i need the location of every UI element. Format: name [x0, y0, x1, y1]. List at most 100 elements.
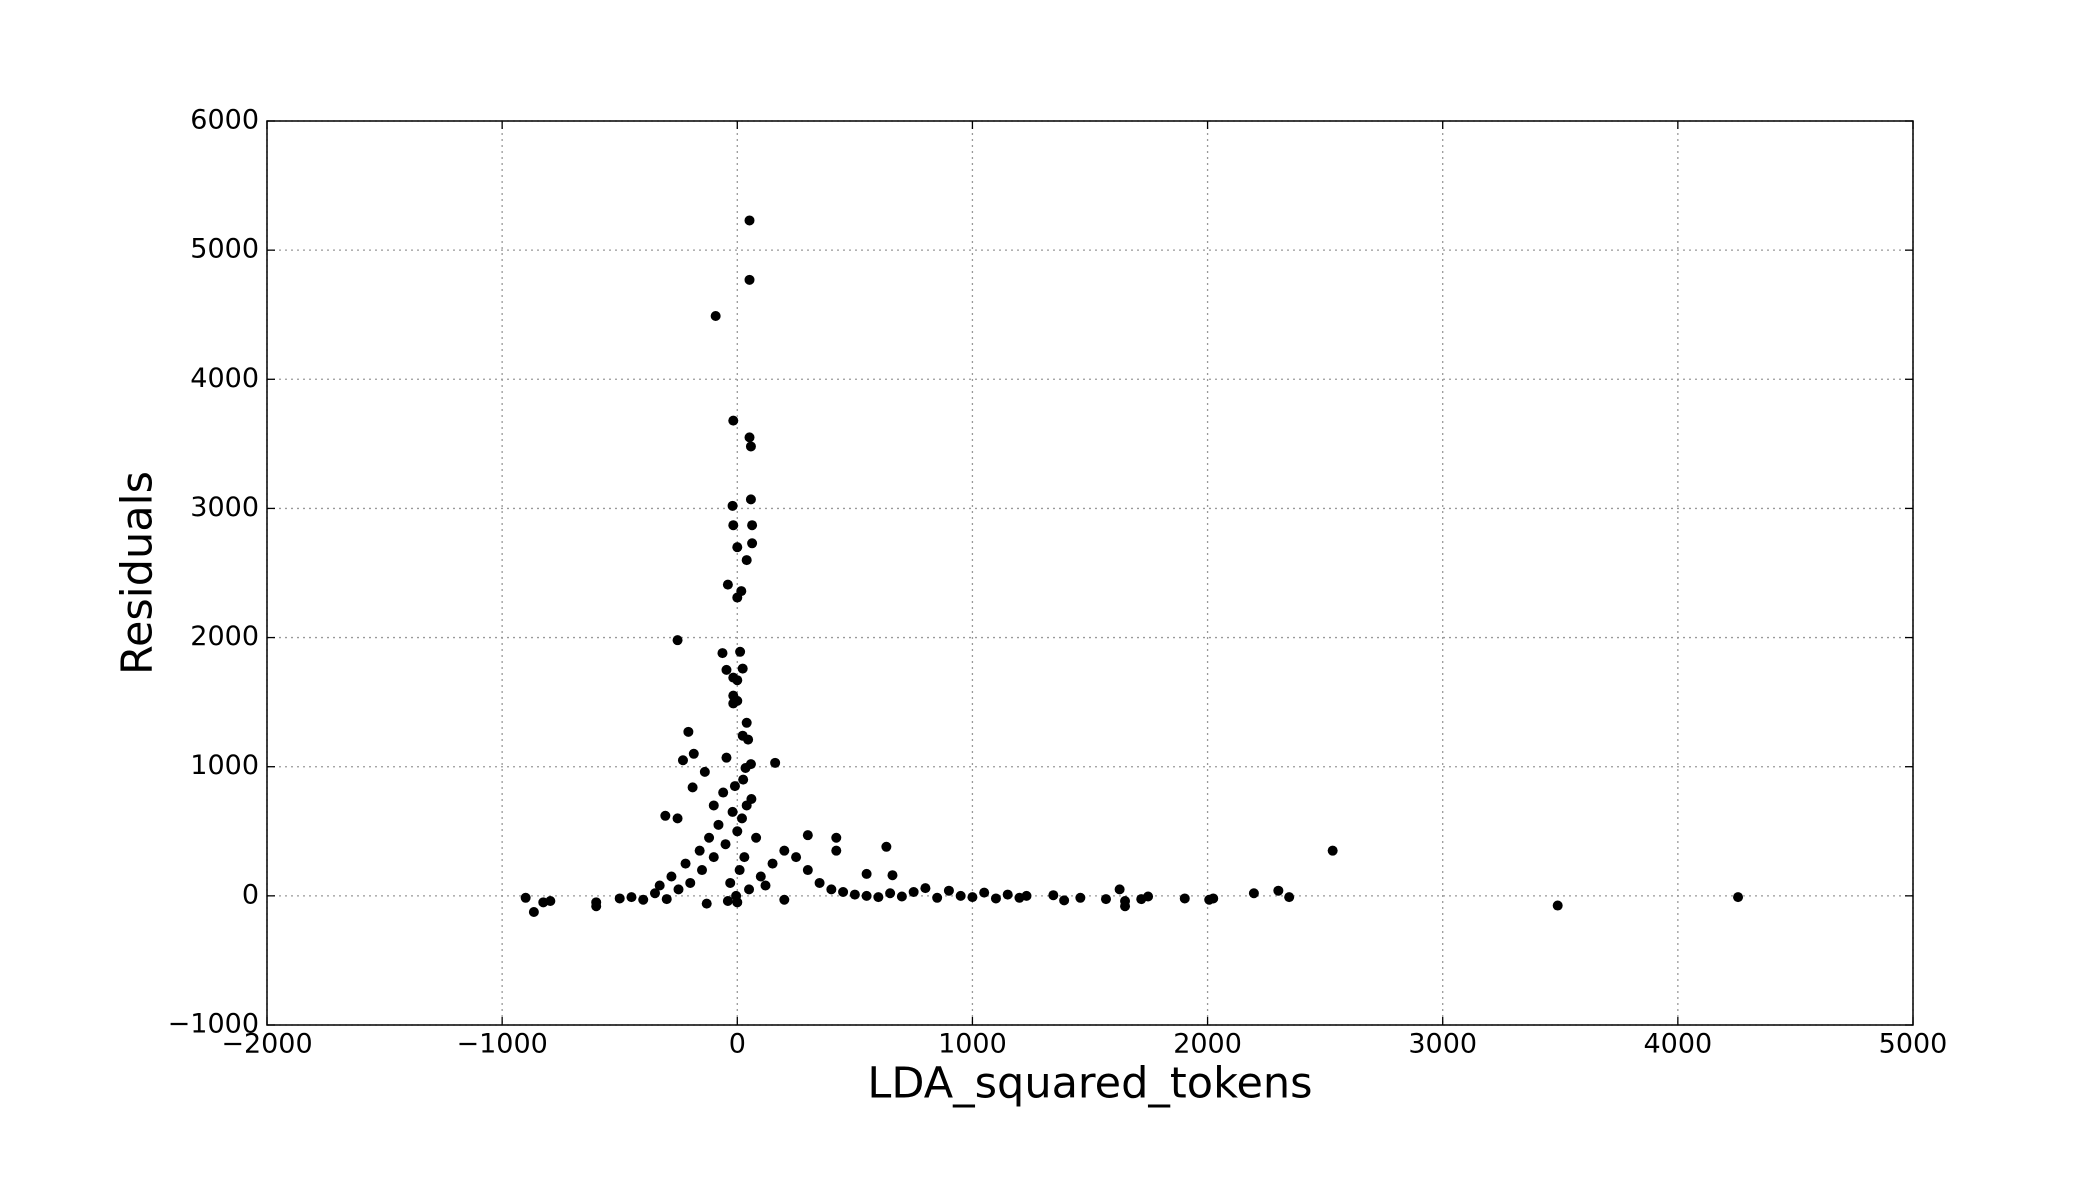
- point: [746, 794, 757, 804]
- point: [649, 888, 660, 899]
- point: [732, 675, 743, 686]
- point: [747, 538, 758, 549]
- point: [722, 896, 733, 907]
- point: [697, 865, 708, 876]
- point: [831, 832, 842, 843]
- point: [735, 646, 746, 657]
- point: [729, 781, 740, 792]
- y-tick-label: 1000: [190, 750, 259, 781]
- point: [731, 890, 742, 901]
- point: [666, 871, 677, 882]
- point: [626, 892, 637, 903]
- point: [1021, 890, 1032, 901]
- point: [687, 782, 698, 793]
- point: [591, 901, 602, 912]
- point: [1552, 900, 1563, 911]
- point: [838, 886, 849, 897]
- x-tick-label: 3000: [1408, 1029, 1477, 1060]
- point: [694, 845, 705, 856]
- point: [1002, 889, 1013, 900]
- y-tick-label: 3000: [190, 492, 259, 523]
- point: [744, 215, 755, 226]
- point: [717, 648, 728, 659]
- point: [885, 888, 896, 899]
- point: [932, 892, 943, 903]
- point: [734, 865, 745, 876]
- point: [1208, 893, 1219, 904]
- point: [728, 520, 739, 531]
- point: [545, 896, 556, 907]
- point: [680, 858, 691, 869]
- point: [744, 884, 755, 895]
- y-tick-label: 2000: [190, 621, 259, 652]
- point: [744, 274, 755, 285]
- point: [1248, 888, 1259, 899]
- point: [660, 810, 671, 821]
- point: [873, 892, 884, 903]
- point: [831, 845, 842, 856]
- point: [814, 877, 825, 888]
- x-tick-label: 4000: [1643, 1029, 1712, 1060]
- point: [739, 852, 750, 863]
- point: [738, 774, 749, 785]
- point: [770, 757, 781, 768]
- point: [661, 894, 672, 905]
- point: [672, 813, 683, 824]
- point: [943, 885, 954, 896]
- point: [861, 868, 872, 879]
- point: [1075, 892, 1086, 903]
- x-tick-label: 2000: [1173, 1029, 1242, 1060]
- point: [732, 592, 743, 603]
- y-axis-label: Residuals: [113, 471, 163, 675]
- point: [802, 865, 813, 876]
- point: [887, 870, 898, 881]
- point: [908, 886, 919, 897]
- point: [767, 858, 778, 869]
- point: [743, 734, 754, 745]
- point: [701, 898, 712, 909]
- point: [849, 889, 860, 900]
- point: [722, 579, 733, 590]
- point: [677, 755, 688, 766]
- point: [741, 717, 752, 728]
- point: [688, 748, 699, 759]
- point: [713, 819, 724, 830]
- point: [760, 880, 771, 891]
- point: [1120, 901, 1131, 912]
- point: [520, 892, 531, 903]
- point: [802, 830, 813, 841]
- point: [638, 894, 649, 905]
- point: [1179, 893, 1190, 904]
- point: [728, 698, 739, 709]
- point: [718, 787, 729, 798]
- y-tick-label: 0: [242, 879, 259, 910]
- plot-frame: [266, 120, 1914, 1026]
- point: [708, 800, 719, 811]
- point: [685, 877, 696, 888]
- point: [1733, 892, 1744, 903]
- point: [699, 766, 710, 777]
- point: [732, 542, 743, 553]
- point: [755, 871, 766, 882]
- point: [745, 441, 756, 452]
- x-tick-label: 0: [729, 1029, 746, 1060]
- point: [683, 726, 694, 737]
- point: [721, 752, 732, 763]
- point: [727, 806, 738, 817]
- point: [826, 884, 837, 895]
- point: [955, 890, 966, 901]
- point: [614, 893, 625, 904]
- x-tick-label: −1000: [456, 1029, 547, 1060]
- point: [741, 555, 752, 566]
- point: [745, 494, 756, 505]
- point: [1100, 894, 1111, 905]
- point: [747, 520, 758, 531]
- point: [1114, 884, 1125, 895]
- point: [720, 839, 731, 850]
- y-tick-label: 5000: [190, 234, 259, 265]
- point: [740, 763, 751, 774]
- point: [791, 852, 802, 863]
- point: [861, 890, 872, 901]
- x-tick-label: 5000: [1879, 1029, 1948, 1060]
